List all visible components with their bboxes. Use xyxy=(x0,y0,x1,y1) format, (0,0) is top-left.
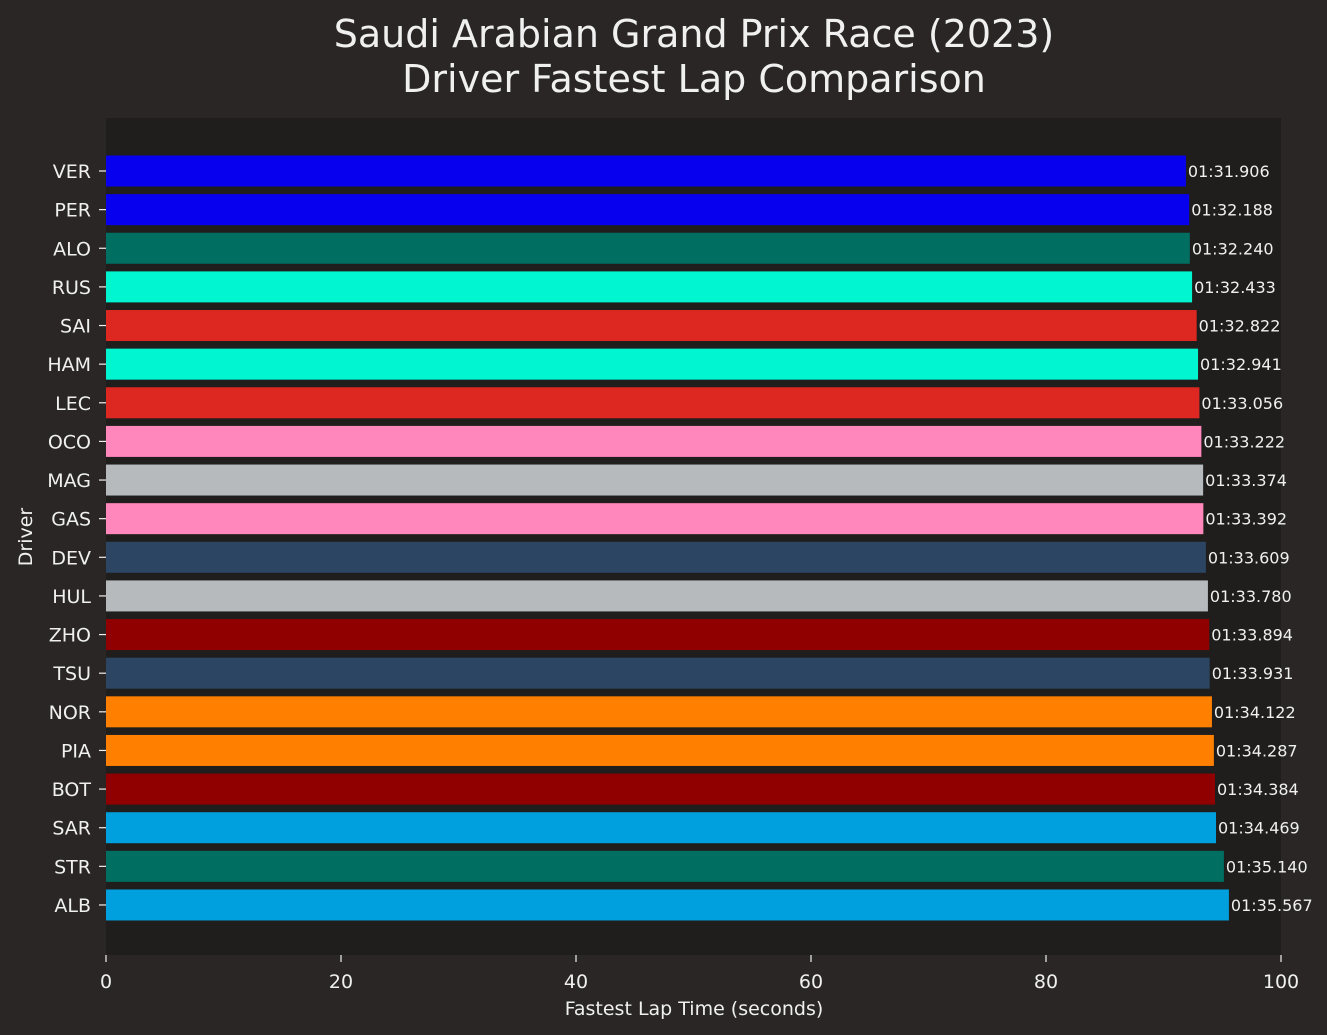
bar-value-label: 01:33.609 xyxy=(1208,548,1290,567)
bar-bot xyxy=(106,773,1216,805)
bar-value-label: 01:31.906 xyxy=(1188,162,1270,181)
bar-value-label: 01:32.433 xyxy=(1194,278,1276,297)
bar-gas xyxy=(106,503,1204,535)
y-tick-label: HUL xyxy=(52,586,91,608)
bar-hul xyxy=(106,580,1208,612)
bar-value-label: 01:34.287 xyxy=(1216,741,1298,760)
bar-tsu xyxy=(106,657,1210,689)
bar-mag xyxy=(106,464,1204,496)
y-tick-label: RUS xyxy=(52,277,91,299)
bar-zho xyxy=(106,619,1210,651)
bar-value-label: 01:33.894 xyxy=(1211,626,1293,645)
y-tick-label: OCO xyxy=(48,431,91,453)
x-tick-label: 20 xyxy=(329,971,353,993)
bar-value-label: 01:33.931 xyxy=(1212,664,1294,683)
bar-sar xyxy=(106,812,1217,844)
y-tick-label: GAS xyxy=(51,509,91,531)
bar-nor xyxy=(106,696,1212,728)
y-tick-label: HAM xyxy=(47,354,91,376)
y-tick-label: STR xyxy=(54,856,91,878)
y-tick-label: DEV xyxy=(51,547,91,569)
y-tick-label: SAI xyxy=(60,316,91,338)
y-tick-label: PIA xyxy=(61,740,91,762)
y-tick-label: SAR xyxy=(52,818,91,840)
x-tick-label: 100 xyxy=(1263,971,1299,993)
y-tick-label: NOR xyxy=(49,702,91,724)
y-tick-labels: VER PER ALO RUS SAI HAM LEC OCO MAG GAS DEV HUL ZHO T… xyxy=(47,161,106,917)
bar-sai xyxy=(106,310,1197,342)
bar-value-label: 01:35.567 xyxy=(1231,896,1313,915)
bar-value-label: 01:33.056 xyxy=(1201,394,1283,413)
x-axis-label: Fastest Lap Time (seconds) xyxy=(565,998,824,1020)
x-tick-label: 40 xyxy=(564,971,588,993)
bar-oco xyxy=(106,425,1202,457)
y-tick-label: TSU xyxy=(52,663,91,685)
bar-value-label: 01:32.240 xyxy=(1192,239,1274,258)
y-tick-label: MAG xyxy=(47,470,91,492)
y-axis-label: Driver xyxy=(15,508,37,567)
bar-value-label: 01:33.374 xyxy=(1205,471,1287,490)
bar-lec xyxy=(106,387,1200,419)
bar-value-label: 01:32.822 xyxy=(1199,317,1281,336)
y-tick-label: VER xyxy=(53,161,91,183)
bar-ver xyxy=(106,155,1186,187)
bar-value-label: 01:32.188 xyxy=(1191,201,1273,220)
x-tick-label: 0 xyxy=(100,971,112,993)
y-tick-label: PER xyxy=(54,200,91,222)
bar-value-label: 01:34.384 xyxy=(1217,780,1299,799)
bar-str xyxy=(106,850,1224,882)
bar-alb xyxy=(106,889,1229,921)
bar-value-label: 01:33.222 xyxy=(1203,432,1285,451)
chart-title: Saudi Arabian Grand Prix Race (2023) Driv… xyxy=(334,12,1054,101)
x-tick-label: 80 xyxy=(1034,971,1058,993)
bar-alo xyxy=(106,232,1190,264)
y-tick-label: ZHO xyxy=(49,625,91,647)
bar-pia xyxy=(106,734,1214,766)
y-tick-label: ALO xyxy=(53,238,91,260)
bar-value-label: 01:33.780 xyxy=(1210,587,1292,606)
y-tick-label: ALB xyxy=(54,895,91,917)
bar-value-label: 01:32.941 xyxy=(1200,355,1282,374)
bar-dev xyxy=(106,541,1206,573)
y-tick-label: LEC xyxy=(55,393,91,415)
bar-value-label: 01:33.392 xyxy=(1205,510,1287,529)
bar-value-label: 01:35.140 xyxy=(1226,857,1308,876)
bar-per xyxy=(106,194,1190,226)
bar-ham xyxy=(106,348,1199,380)
bars-layer: 01:31.906 01:32.188 01:32.240 01:32.433 01:3… xyxy=(106,155,1313,921)
x-tick-label: 60 xyxy=(799,971,823,993)
x-axis: 0 20 40 60 80 100 xyxy=(100,955,1299,993)
bar-value-label: 01:34.469 xyxy=(1218,819,1300,838)
bar-rus xyxy=(106,271,1193,303)
y-tick-label: BOT xyxy=(52,779,92,801)
bar-value-label: 01:34.122 xyxy=(1214,703,1296,722)
